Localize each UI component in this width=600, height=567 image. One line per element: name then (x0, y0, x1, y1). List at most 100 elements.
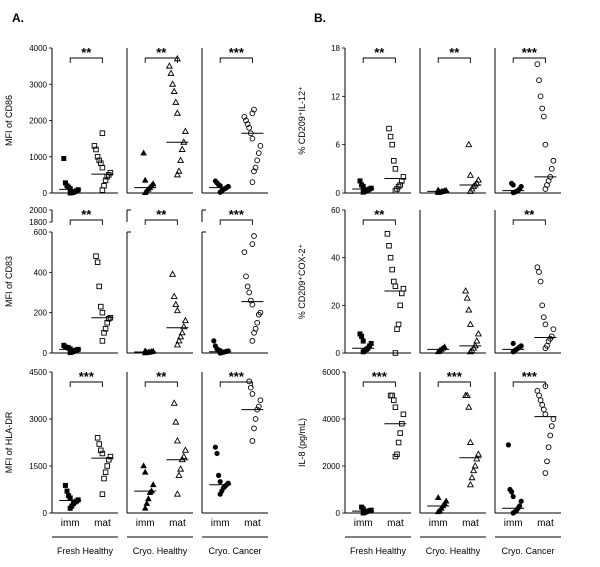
mat-point (102, 177, 109, 184)
imm-point (507, 486, 513, 493)
mat-point (473, 455, 481, 462)
mat-point (548, 333, 555, 340)
mat-point (539, 105, 546, 112)
mat-point (395, 439, 402, 446)
significance-bracket (362, 57, 396, 63)
significance-label: *** (522, 369, 538, 384)
y-tick-label: 60 (331, 206, 340, 215)
mat-point (104, 320, 110, 326)
mat-point (392, 187, 399, 194)
mat-point (93, 253, 99, 259)
chart-5: % CD209⁺COX-2⁺ 0 20 40 60 ** ** (297, 206, 561, 358)
mat-point (175, 471, 183, 478)
y-axis-label: MFI of CD86 (4, 95, 14, 146)
y-axis-label: % CD209⁺IL-12⁺ (297, 86, 307, 155)
group-3: ** (494, 207, 561, 355)
significance-label: *** (229, 207, 245, 222)
mat-point (391, 278, 397, 285)
imm-point (434, 494, 442, 501)
mat-point (251, 425, 257, 432)
significance-label: ** (374, 45, 385, 60)
imm-point (211, 338, 217, 344)
imm-point (510, 493, 516, 500)
imm-point (61, 156, 67, 162)
mat-point (540, 314, 547, 321)
y-tick-label: 1000 (29, 153, 47, 162)
imm-point (62, 482, 68, 488)
mat-point (249, 241, 256, 247)
y-axis-label: MFI of CD83 (4, 256, 14, 307)
mat-point (468, 473, 476, 481)
mat-point (391, 397, 397, 403)
significance-label: *** (522, 45, 538, 60)
mat-point (389, 141, 395, 148)
significance-bracket (512, 381, 546, 387)
imm-point (64, 488, 70, 494)
mat-point (170, 87, 178, 94)
mat-point (254, 157, 261, 164)
mat-point (169, 80, 177, 87)
mat-point (99, 450, 106, 457)
mat-point (462, 287, 470, 294)
imm-point (225, 183, 231, 190)
significance-bracket (219, 57, 253, 63)
category-label-mat: mat (169, 518, 186, 529)
imm-point (145, 495, 152, 502)
significance-bracket (512, 57, 546, 63)
chart-3: MFI of HLA-DR 0 1500 3000 4500 *** imm mat ** imm… (4, 368, 268, 529)
y-tick-label: 0 (336, 189, 341, 198)
y-tick-label: 18 (331, 44, 340, 53)
y-tick-label-upper: 2000 (29, 206, 47, 215)
group-1: ** (344, 207, 411, 356)
mat-point (386, 125, 392, 132)
mat-point (246, 378, 253, 385)
significance-label: *** (229, 45, 245, 60)
imm-point (442, 497, 450, 504)
mat-point (181, 127, 189, 134)
imm-point (217, 479, 223, 485)
significance-label: ** (81, 45, 92, 60)
y-tick-label: 6000 (322, 368, 340, 377)
y-tick-label: 2000 (322, 462, 340, 471)
imm-point (140, 462, 147, 469)
mat-point (548, 423, 555, 429)
imm-point (141, 176, 149, 183)
y-tick-label: 0 (43, 189, 48, 198)
y-axis-label: % CD209⁺COX-2⁺ (297, 243, 307, 319)
mat-point (384, 231, 391, 237)
category-label-imm: imm (354, 518, 373, 529)
imm-point (368, 185, 374, 191)
mat-point (387, 254, 394, 261)
mat-point (249, 338, 256, 344)
mat-point (177, 332, 185, 340)
mat-point (252, 416, 259, 422)
imm-point (141, 468, 149, 475)
category-label-mat: mat (462, 518, 479, 529)
mat-point (169, 270, 177, 277)
mat-point (465, 306, 473, 313)
significance-label: *** (372, 369, 388, 384)
imm-point (212, 343, 218, 349)
mat-point (470, 466, 478, 474)
mat-point (106, 315, 112, 322)
imm-point (66, 493, 72, 499)
group-labels: Fresh Healthy Cryo. Healthy Cryo. Cancer Fr… (52, 536, 561, 556)
mat-point (470, 182, 478, 190)
y-tick-label: 40 (331, 254, 340, 263)
mat-point (173, 306, 181, 314)
mat-point (178, 328, 186, 336)
mat-point (255, 150, 262, 156)
mat-point (474, 450, 482, 457)
mat-point (249, 438, 256, 444)
group-label: Cryo. Cancer (208, 546, 261, 556)
significance-bracket (69, 219, 103, 225)
group-label: Cryo. Cancer (501, 546, 554, 556)
mat-point (392, 283, 399, 290)
mat-point (252, 164, 259, 171)
mat-point (466, 347, 474, 355)
mat-point (241, 249, 248, 256)
mat-point (106, 456, 112, 463)
category-label-imm: imm (136, 518, 155, 529)
